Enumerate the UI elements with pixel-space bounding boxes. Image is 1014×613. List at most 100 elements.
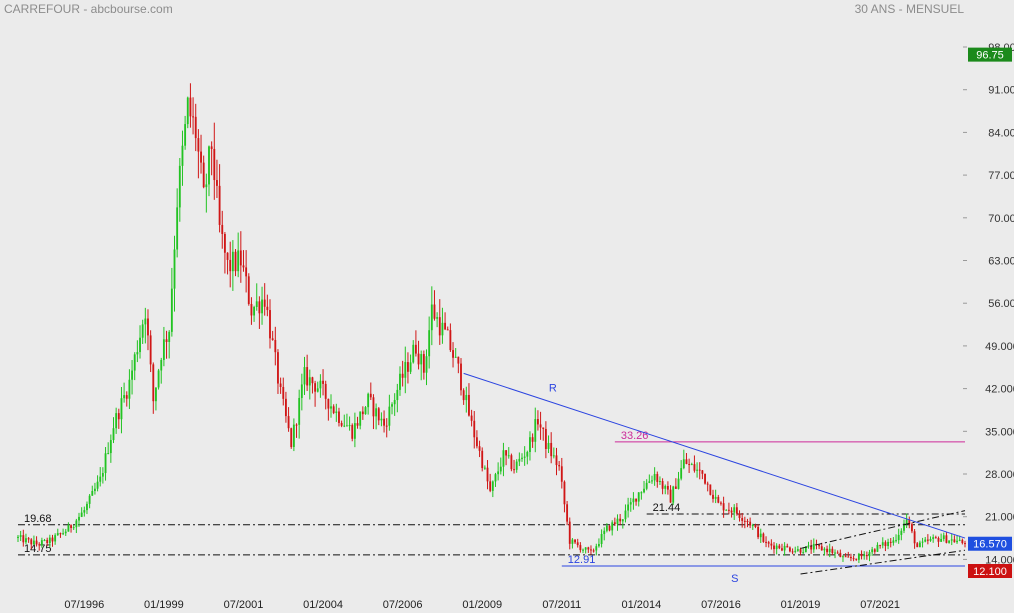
candle-body [144, 318, 147, 325]
candle-body [895, 540, 897, 542]
candle-body [497, 471, 500, 475]
candle-body [563, 481, 566, 505]
candle-body [735, 507, 738, 514]
candle-body [210, 146, 213, 149]
candle-body [422, 354, 425, 373]
candle-body [316, 388, 319, 392]
candle-body [552, 455, 555, 457]
candle-body [460, 363, 462, 391]
candle-body [571, 539, 574, 544]
candle-body [510, 455, 513, 470]
candle-body [584, 547, 587, 550]
candle-body [446, 329, 449, 331]
resistance-label: R [549, 382, 557, 394]
candle-body [616, 518, 619, 524]
candle-body [754, 525, 757, 527]
candle-body [367, 393, 370, 408]
candle-body [911, 524, 913, 532]
candle-body [218, 185, 221, 225]
candle-body [266, 306, 269, 311]
candle-body [693, 464, 696, 471]
candle-body [781, 548, 783, 551]
candle-body [385, 425, 388, 427]
candle-body [605, 525, 608, 531]
candle-body [499, 466, 502, 472]
candle-body [489, 481, 492, 491]
candle-body [751, 525, 754, 527]
candle-body [396, 389, 399, 401]
candle-body [536, 419, 539, 425]
candle-body [56, 533, 59, 536]
candle-body [918, 542, 921, 548]
candle-body [685, 459, 688, 464]
candle-body [32, 540, 35, 545]
candle-body [529, 437, 531, 453]
candle-body [804, 546, 807, 553]
candle-body [749, 521, 752, 526]
candle-body [200, 151, 202, 163]
candle-body [234, 251, 237, 272]
candle-body [17, 536, 19, 539]
candle-body [284, 398, 287, 417]
candle-body [876, 544, 879, 552]
candle-body [261, 299, 263, 314]
candle-body [308, 377, 311, 386]
candle-body [860, 553, 863, 557]
price-badge [968, 536, 1012, 551]
candle-body [889, 541, 892, 543]
price-badge-label: 16.570 [973, 539, 1007, 551]
candle-body [613, 522, 616, 524]
candle-body [706, 483, 709, 485]
candle-body [481, 450, 484, 469]
candle-body [91, 490, 94, 496]
candle-body [300, 384, 303, 398]
candle-body [48, 537, 51, 544]
candle-body [778, 545, 781, 549]
candle-body [147, 318, 149, 336]
candle-body [269, 310, 271, 339]
candle-body [101, 473, 104, 477]
candle-body [88, 495, 91, 504]
candle-body [335, 411, 338, 413]
x-tick-label: 07/2001 [224, 599, 264, 611]
candle-body [796, 549, 799, 551]
candle-body [470, 415, 473, 421]
candle-body [741, 518, 744, 521]
candle-body [401, 373, 404, 378]
candle-body [680, 468, 683, 479]
candle-body [672, 486, 675, 503]
candle-body [27, 538, 30, 540]
candle-body [757, 526, 760, 538]
candle-body [839, 552, 842, 558]
candles [17, 83, 966, 564]
candle-body [86, 503, 88, 511]
candle-body [645, 482, 648, 489]
x-tick-label: 01/2014 [621, 599, 661, 611]
candle-body [277, 352, 279, 384]
candle-body [292, 424, 295, 447]
candle-body [115, 413, 118, 429]
candle-body [80, 512, 83, 517]
candle-body [873, 549, 876, 552]
y-tick-label: 14.000 [985, 554, 1014, 566]
candle-body [78, 516, 80, 521]
candle-body [743, 520, 746, 522]
candle-body [698, 469, 701, 471]
candle-body [643, 488, 645, 493]
candle-body [767, 542, 770, 544]
candle-body [934, 537, 937, 539]
candle-body [717, 496, 720, 503]
candle-body [696, 469, 699, 471]
candle-body [704, 473, 706, 484]
candle-body [353, 423, 356, 439]
support-label: S [731, 573, 738, 585]
level-label-21.44: 21.44 [653, 502, 681, 514]
candle-body [475, 437, 478, 447]
candle-body [438, 317, 441, 336]
candle-body [96, 481, 99, 489]
candle-body [924, 539, 927, 542]
candle-body [107, 453, 110, 455]
candle-body [887, 541, 890, 547]
candle-body [133, 354, 136, 371]
